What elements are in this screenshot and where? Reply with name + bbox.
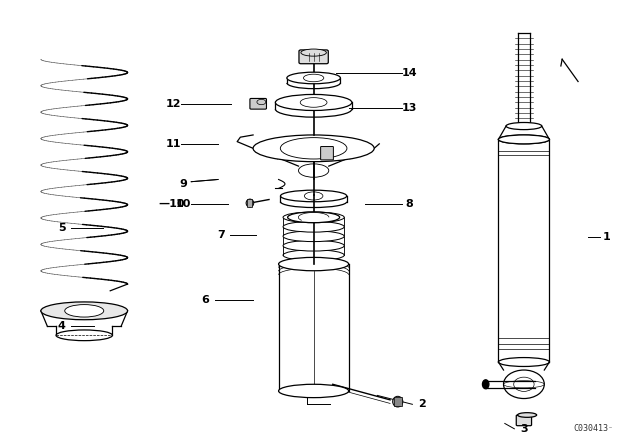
Ellipse shape — [275, 95, 352, 111]
Text: 1: 1 — [603, 233, 611, 242]
Ellipse shape — [65, 305, 104, 317]
Ellipse shape — [393, 396, 403, 407]
Text: 5: 5 — [58, 224, 66, 233]
Text: 7: 7 — [218, 230, 225, 240]
Ellipse shape — [278, 384, 349, 398]
Ellipse shape — [499, 358, 549, 366]
Ellipse shape — [287, 212, 340, 223]
Text: 13: 13 — [401, 103, 417, 113]
Ellipse shape — [283, 212, 344, 223]
Ellipse shape — [504, 381, 544, 388]
Ellipse shape — [303, 74, 324, 82]
Text: 2: 2 — [418, 399, 426, 409]
Text: 14: 14 — [401, 68, 417, 78]
Ellipse shape — [499, 135, 549, 144]
FancyBboxPatch shape — [394, 397, 401, 406]
Ellipse shape — [298, 164, 329, 177]
Ellipse shape — [301, 49, 326, 56]
Ellipse shape — [305, 192, 323, 200]
FancyBboxPatch shape — [247, 199, 252, 207]
Ellipse shape — [41, 302, 127, 320]
Ellipse shape — [253, 135, 374, 162]
Ellipse shape — [518, 413, 537, 418]
FancyBboxPatch shape — [250, 99, 266, 109]
Text: 9: 9 — [179, 179, 187, 189]
FancyBboxPatch shape — [299, 50, 328, 64]
Ellipse shape — [246, 199, 253, 207]
Ellipse shape — [483, 380, 489, 389]
Text: —10: —10 — [158, 199, 185, 209]
Ellipse shape — [506, 122, 541, 129]
Text: 10: 10 — [175, 199, 191, 209]
Text: C030413⁻: C030413⁻ — [573, 424, 613, 433]
Text: 11: 11 — [166, 139, 181, 149]
FancyBboxPatch shape — [516, 415, 532, 426]
Text: 3: 3 — [520, 424, 528, 434]
Ellipse shape — [287, 72, 340, 84]
Text: 6: 6 — [202, 295, 209, 305]
Ellipse shape — [280, 138, 347, 159]
Ellipse shape — [280, 190, 347, 202]
Text: 12: 12 — [166, 99, 181, 109]
Ellipse shape — [283, 250, 344, 260]
Text: 4: 4 — [58, 321, 66, 332]
Ellipse shape — [56, 330, 113, 340]
Text: 8: 8 — [405, 199, 413, 209]
Ellipse shape — [499, 135, 549, 144]
Ellipse shape — [278, 258, 349, 271]
Ellipse shape — [283, 241, 344, 251]
Ellipse shape — [283, 221, 344, 232]
Ellipse shape — [283, 231, 344, 241]
Ellipse shape — [300, 98, 327, 107]
FancyBboxPatch shape — [321, 146, 333, 160]
